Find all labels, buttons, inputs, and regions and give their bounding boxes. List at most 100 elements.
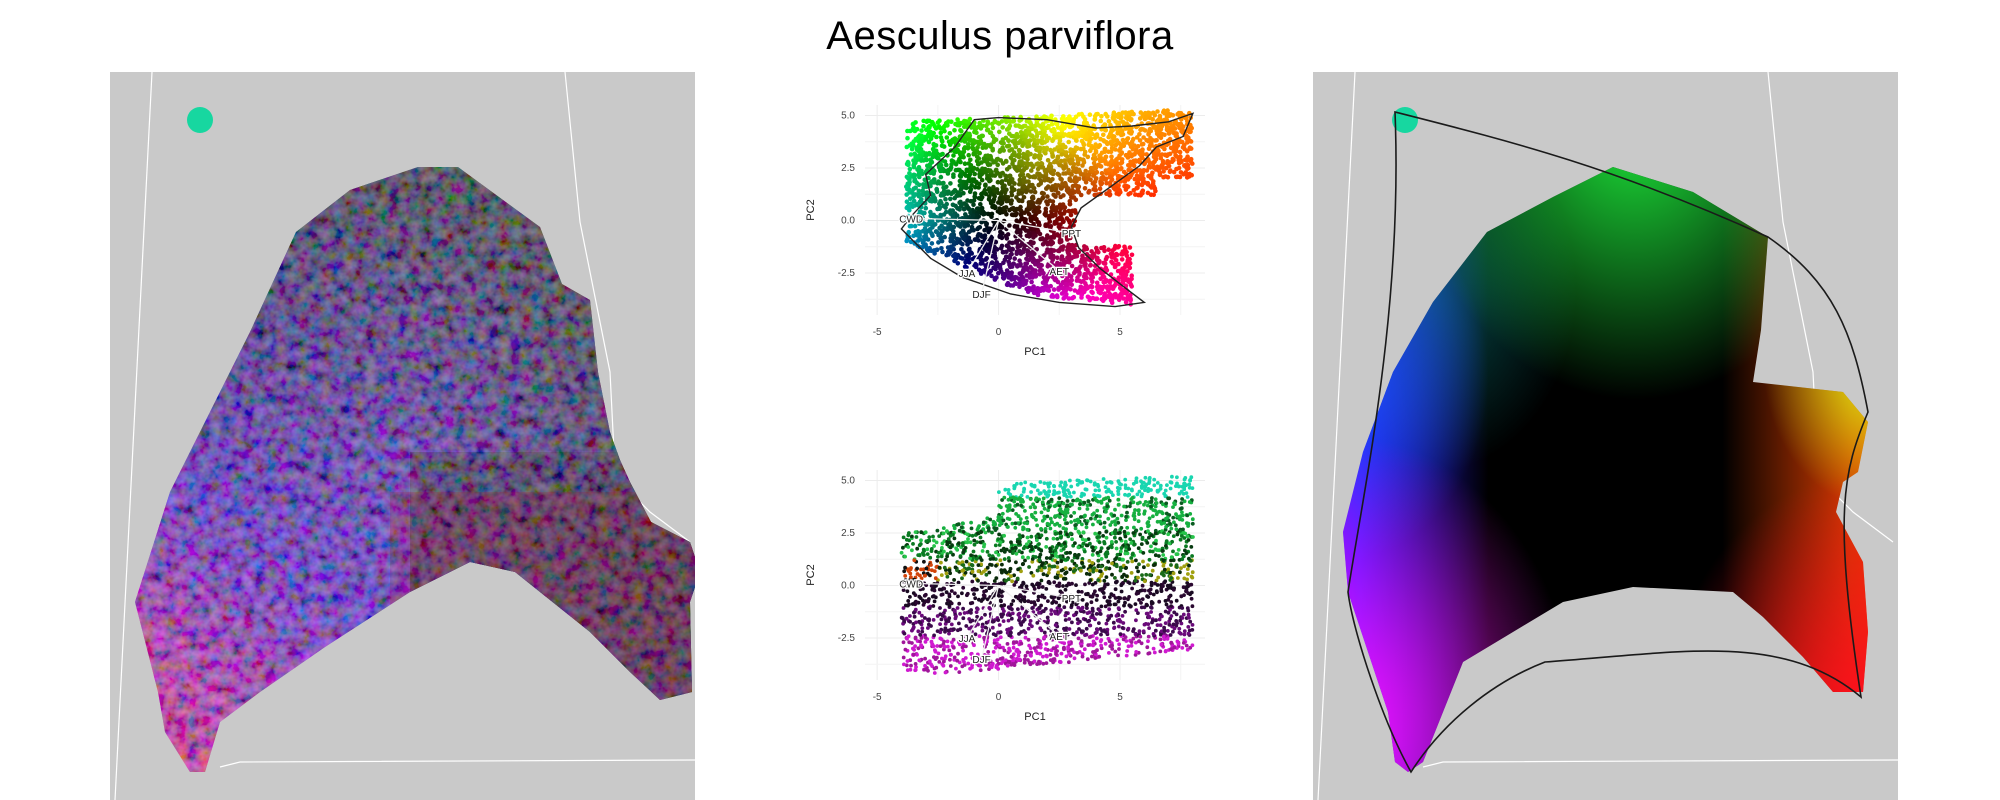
scatter-point [1089, 289, 1094, 295]
scatter-point [928, 209, 933, 215]
scatter-point [1006, 497, 1011, 502]
scatter-point [1063, 514, 1068, 519]
scatter-point [1025, 495, 1030, 499]
scatter-point [1088, 136, 1094, 141]
scatter-point [1068, 287, 1073, 292]
scatter-point [1066, 218, 1072, 223]
scatter-point [1187, 500, 1192, 504]
scatter-point [916, 143, 922, 148]
scatter-point [938, 198, 943, 204]
scatter-point [1107, 616, 1111, 621]
scatter-point [1142, 565, 1146, 570]
scatter-point [1051, 248, 1057, 253]
scatter-point [990, 530, 994, 535]
scatter-point [1116, 492, 1121, 496]
scatter-point [929, 662, 933, 667]
scatter-point [1084, 603, 1089, 608]
scatter-point [1023, 217, 1028, 222]
scatter-point [1017, 148, 1022, 154]
scatter-point [1073, 210, 1078, 215]
scatter-point [919, 128, 924, 133]
scatter-point [1011, 645, 1016, 650]
scatter-point [971, 549, 976, 554]
scatter-point [1055, 537, 1060, 541]
scatter-point [1089, 516, 1093, 521]
scatter-point [1165, 174, 1171, 180]
scatter-point [1017, 178, 1023, 183]
scatter-point [1143, 114, 1149, 119]
scatter-point [944, 162, 949, 168]
scatter-point [1160, 161, 1166, 167]
scatter-point [941, 526, 946, 530]
scatter-point [1131, 158, 1137, 164]
scatter-point [1091, 592, 1096, 596]
scatter-point [1185, 174, 1191, 179]
scatter-point [1122, 603, 1126, 608]
scatter-point [1061, 165, 1067, 170]
scatter-point [1106, 559, 1111, 564]
scatter-point [1001, 148, 1006, 153]
scatter-point [1097, 156, 1103, 162]
scatter-point [1071, 631, 1076, 636]
scatter-point [1009, 251, 1014, 257]
scatter-point [992, 194, 997, 199]
scatter-point [1173, 174, 1179, 180]
scatter-point [985, 549, 990, 554]
scatter-point [1138, 110, 1144, 115]
scatter-point [1135, 144, 1141, 149]
scatter-point [985, 225, 990, 231]
scatter-point [1098, 514, 1102, 519]
scatter-point [1184, 165, 1189, 171]
scatter-point [929, 549, 934, 553]
scatter-point [1102, 578, 1107, 583]
scatter-point [1083, 261, 1088, 267]
scatter-point [1049, 212, 1054, 217]
scatter-point [912, 614, 917, 619]
scatter-point [1126, 626, 1131, 631]
scatter-point [904, 161, 910, 167]
scatter-point [963, 232, 969, 237]
scatter-point [1127, 130, 1132, 135]
scatter-point [1090, 561, 1095, 565]
scatter-point [988, 130, 993, 135]
scatter-point [1002, 557, 1007, 561]
scatter-point [1019, 241, 1025, 246]
scatter-point [1103, 485, 1108, 489]
scatter-point [1016, 198, 1022, 203]
scatter-point [1129, 273, 1134, 278]
scatter-point [976, 569, 981, 574]
scatter-point [1029, 600, 1034, 605]
scatter-point [963, 260, 968, 265]
scatter-point [1053, 514, 1058, 519]
scatter-point [1048, 526, 1053, 531]
scatter-point [1116, 599, 1121, 604]
scatter-point [984, 242, 990, 248]
scatter-point [1033, 123, 1038, 129]
scatter-point [1041, 191, 1046, 196]
scatter-point [1080, 561, 1084, 565]
scatter-point [1035, 161, 1041, 166]
scatter-point [996, 515, 1001, 519]
scatter-point [1037, 264, 1043, 270]
scatter-point [936, 651, 941, 656]
scatter-point [1085, 172, 1090, 178]
scatter-point [911, 627, 915, 631]
scatter-point [1147, 115, 1153, 121]
scatter-point [1172, 145, 1178, 151]
scatter-point [937, 125, 943, 131]
scatter-point [994, 550, 998, 555]
scatter-point [1003, 254, 1009, 259]
scatter-point [1041, 661, 1046, 666]
scatter-point [987, 168, 993, 173]
scatter-point [922, 559, 926, 564]
scatter-point [1047, 564, 1052, 568]
scatter-point [1089, 600, 1094, 605]
scatter-point [1106, 289, 1111, 294]
scatter-point [1083, 168, 1088, 174]
scatter-point [1116, 606, 1121, 611]
scatter-point [1050, 553, 1055, 558]
scatter-point [1157, 554, 1161, 558]
scatter-point [913, 668, 918, 673]
scatter-point [1117, 130, 1122, 136]
scatter-point [936, 179, 941, 184]
